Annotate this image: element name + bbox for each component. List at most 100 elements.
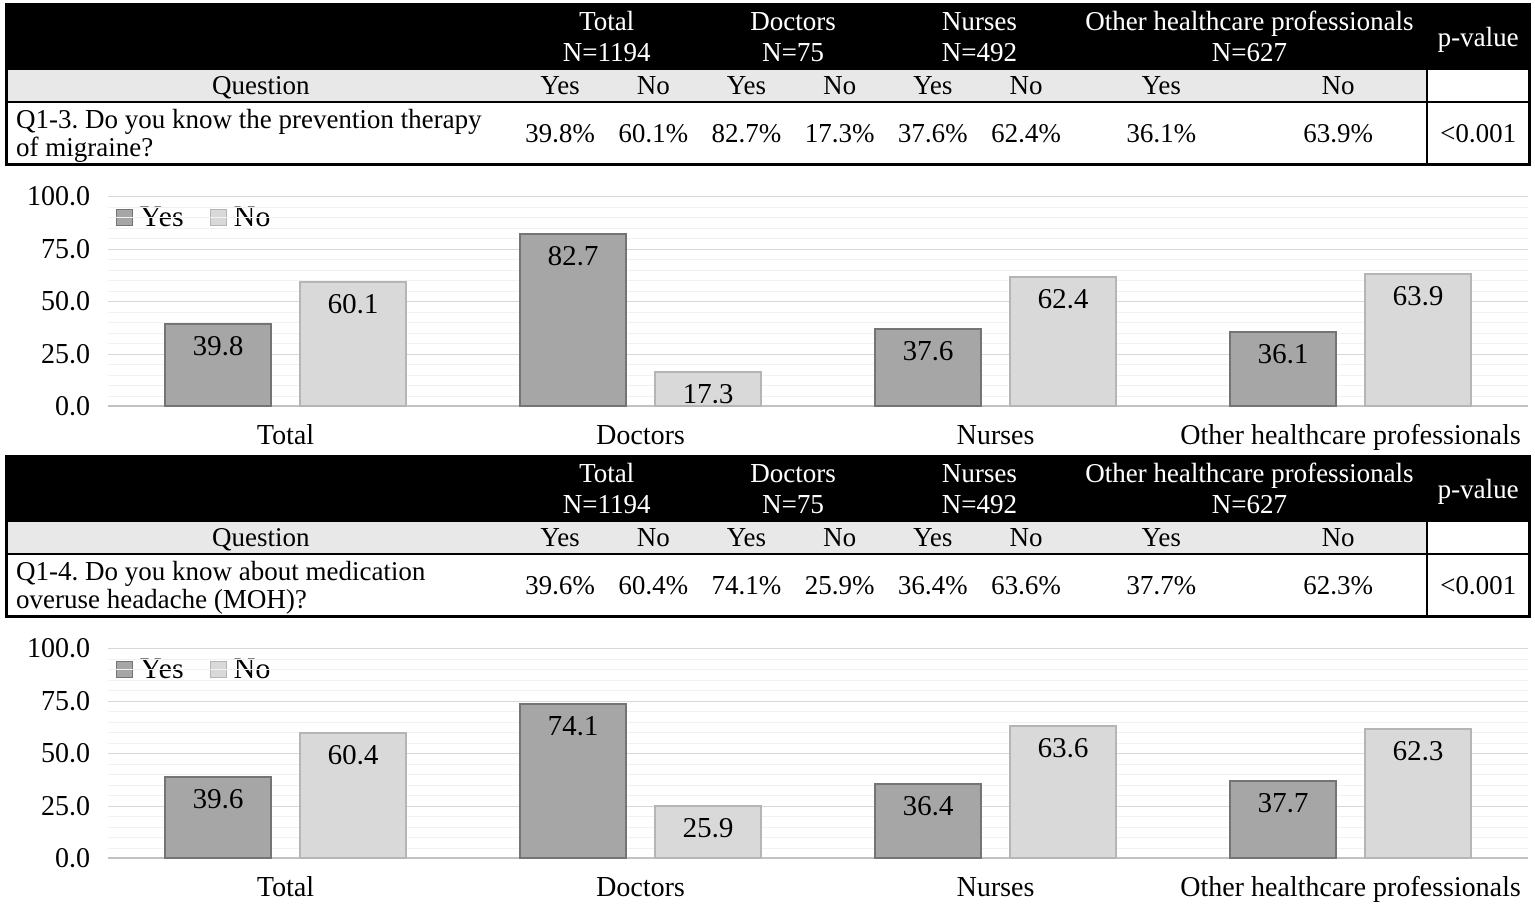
bar-yes-doctors: 82.7 [519, 233, 627, 407]
gridline [108, 311, 1528, 313]
group-header-total: Total N=1194 [513, 456, 700, 521]
value-cell: 36.1% [1126, 117, 1197, 148]
no-header: No [606, 68, 700, 103]
value-cell: 74.1% [711, 569, 782, 600]
gridline [108, 343, 1528, 344]
y-axis-tick-label: 100.0 [27, 181, 90, 212]
category-label: Nurses [956, 872, 1035, 903]
gridline [108, 322, 1528, 323]
group-label: Total [579, 458, 635, 488]
gridline [108, 774, 1528, 775]
value-cell: 62.3% [1303, 569, 1373, 600]
plot-area: Yes No 39.8 60.1 82.7 17.3 37.6 62.4 36.1 63.9 [108, 196, 1528, 410]
no-header: No [793, 520, 887, 555]
group-n: N=627 [1211, 37, 1287, 67]
no-header: No [1249, 68, 1428, 103]
no-header: No [979, 68, 1073, 103]
gridline [108, 217, 1528, 218]
gridline [108, 196, 1528, 197]
group-label: Nurses [941, 6, 1017, 36]
group-n: N=492 [941, 37, 1017, 67]
group-header-total: Total N=1194 [513, 4, 700, 69]
gridline [108, 847, 1528, 849]
y-axis-tick-label: 25.0 [41, 790, 90, 822]
gridline [108, 784, 1528, 786]
value-cell: 39.6% [525, 569, 595, 600]
p-value-gap-cell [1426, 68, 1530, 103]
yes-header: Yes [1072, 520, 1250, 555]
corner-cell [6, 456, 514, 521]
question-text: Q1-3. Do you know the prevention therapy… [16, 104, 482, 162]
bar-value-label: 17.3 [682, 377, 734, 410]
bar-yes-doctors: 74.1 [519, 703, 627, 859]
value-cell: 63.6% [991, 569, 1061, 600]
bar-value-label: 39.8 [192, 330, 244, 363]
bar-value-label: 62.3 [1392, 735, 1444, 768]
category-label: Doctors [596, 872, 685, 903]
yes-header: Yes [513, 68, 607, 103]
yes-header: Yes [886, 68, 980, 103]
gridline [108, 816, 1528, 817]
p-value-header: p-value [1426, 456, 1530, 521]
group-n: N=75 [762, 489, 824, 519]
group-n: N=1194 [562, 37, 651, 67]
gridline [108, 679, 1528, 681]
gridline [108, 364, 1528, 365]
value-cell: 82.7% [711, 117, 782, 148]
gridline [108, 648, 1528, 649]
group-label: Doctors [750, 458, 836, 488]
gridline [108, 826, 1528, 828]
no-header: No [1249, 520, 1428, 555]
p-value-header: p-value [1426, 4, 1530, 69]
value-cell: 39.8% [525, 117, 595, 148]
gridline [108, 259, 1528, 260]
y-axis-tick-label: 100.0 [27, 633, 90, 664]
category-label: Total [256, 420, 315, 451]
category-label: Doctors [596, 420, 685, 451]
bar-no-doctors: 17.3 [654, 370, 762, 410]
gridline [108, 395, 1528, 397]
bar-value-label: 39.6 [192, 782, 244, 815]
results-table-q1-3: Total N=1194 Doctors N=75 Nurses N=492 O… [5, 3, 1531, 166]
gridline [108, 280, 1528, 281]
group-header-nurses: Nurses N=492 [886, 456, 1073, 521]
yes-header: Yes [699, 520, 793, 555]
p-value-cell: <0.001 [1426, 554, 1530, 617]
gridline [108, 690, 1528, 691]
gridline [108, 658, 1528, 660]
gridline [108, 669, 1528, 670]
bar-value-label: 63.6 [1037, 732, 1089, 765]
gridline [108, 721, 1528, 723]
gridline [108, 763, 1528, 765]
p-value-cell: <0.001 [1426, 102, 1530, 165]
bar-value-label: 37.6 [902, 335, 954, 368]
group-header-other: Other healthcare professionals N=627 [1072, 4, 1428, 69]
bar-no-other-healthcare-professionals: 62.3 [1364, 728, 1472, 859]
gridline [108, 301, 1528, 302]
corner-cell [6, 4, 514, 69]
question-column-header: Question [6, 520, 514, 555]
bar-yes-other-healthcare-professionals: 37.7 [1229, 779, 1337, 859]
bar-yes-nurses: 36.4 [874, 782, 982, 859]
category-label: Nurses [956, 420, 1035, 451]
group-label: Total [579, 6, 635, 36]
group-n: N=1194 [562, 489, 651, 519]
y-axis-tick-label: 50.0 [41, 286, 90, 317]
value-cell: 62.4% [991, 117, 1061, 148]
bar-value-label: 36.4 [902, 789, 954, 822]
bar-no-other-healthcare-professionals: 63.9 [1364, 272, 1472, 407]
gridline [108, 374, 1528, 376]
gridline [108, 238, 1528, 239]
no-header: No [606, 520, 700, 555]
group-label: Nurses [941, 458, 1017, 488]
value-cell: 60.4% [618, 569, 689, 600]
group-label: Doctors [750, 6, 836, 36]
value-cell: 60.1% [618, 117, 689, 148]
gridline [108, 700, 1528, 702]
bar-no-nurses: 63.6 [1009, 725, 1117, 859]
group-label: Other healthcare professionals [1085, 6, 1414, 36]
bar-value-label: 60.4 [327, 739, 379, 772]
no-header: No [979, 520, 1073, 555]
gridline [108, 227, 1528, 229]
bar-value-label: 63.9 [1392, 279, 1444, 312]
